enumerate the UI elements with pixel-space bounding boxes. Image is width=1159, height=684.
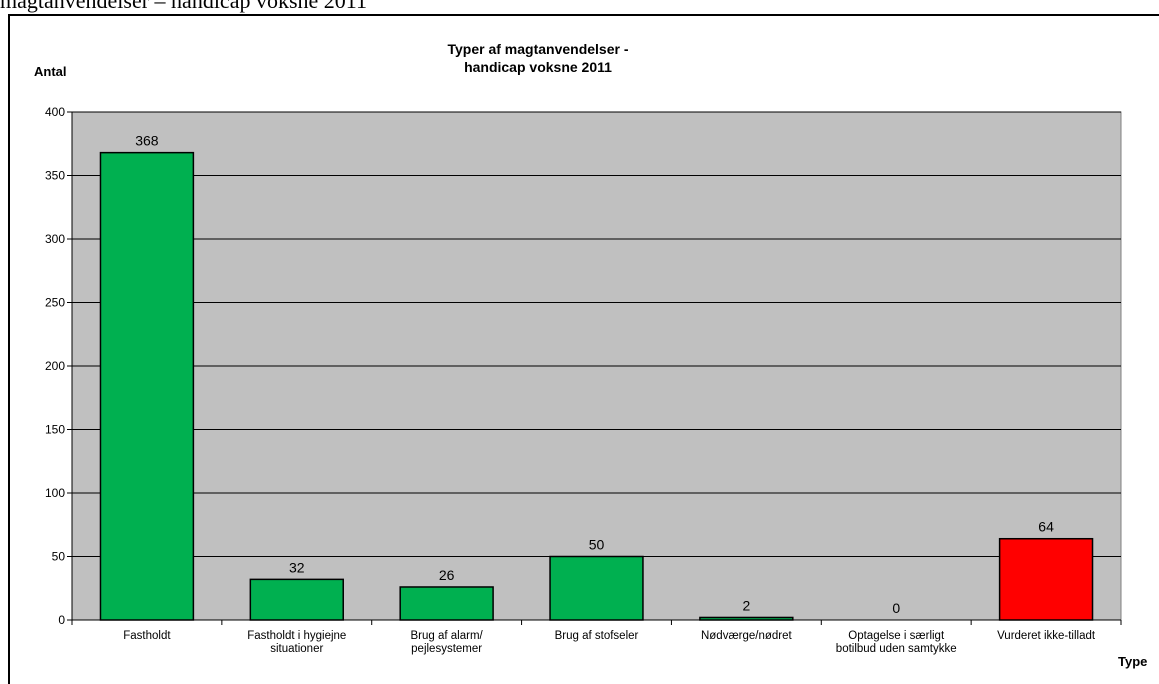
data-label: 64 [1038, 519, 1054, 535]
data-label: 26 [439, 567, 455, 583]
bar [699, 616, 794, 621]
y-tick-label: 400 [45, 105, 65, 119]
bar [998, 537, 1094, 621]
x-tick-label: Nødværge/nødret [701, 630, 793, 642]
chart-title-line-1: Typer af magtanvendelser - [447, 41, 628, 57]
x-tick-label: Brug af alarm/ [411, 630, 484, 642]
x-tick-label: situationer [270, 643, 323, 655]
y-tick-label: 50 [52, 550, 66, 564]
bar [549, 555, 644, 621]
x-tick-label: Vurderet ikke-tilladt [997, 630, 1096, 642]
chart-title-line-2: handicap voksne 2011 [464, 59, 612, 75]
x-tick-label: botilbud uden samtykke [836, 643, 957, 655]
y-tick-label: 150 [45, 423, 65, 437]
data-label: 0 [892, 600, 900, 616]
x-tick-label: Optagelse i særligt [848, 630, 945, 642]
x-tick-label: Fastholdt [123, 630, 171, 642]
data-label: 368 [135, 133, 159, 149]
document-heading: magtanvendelser – handicap voksne 2011 [0, 0, 367, 13]
x-axis-title: Type [1118, 654, 1147, 669]
data-label: 50 [589, 537, 605, 553]
x-tick-label: Fastholdt i hygiejne [247, 630, 346, 642]
bar [399, 586, 494, 621]
x-tick-label: pejlesystemer [411, 643, 482, 655]
y-tick-label: 0 [58, 613, 65, 627]
data-label: 2 [742, 597, 750, 613]
bar [99, 151, 195, 621]
data-label: 32 [289, 559, 305, 575]
y-tick-label: 350 [45, 169, 65, 183]
x-tick-label: Brug af stofseler [555, 630, 639, 642]
y-axis-title: Antal [34, 64, 67, 79]
y-tick-label: 100 [45, 486, 65, 500]
y-tick-label: 300 [45, 232, 65, 246]
y-tick-label: 200 [45, 359, 65, 373]
y-tick-label: 250 [45, 296, 65, 310]
bar [249, 578, 344, 621]
